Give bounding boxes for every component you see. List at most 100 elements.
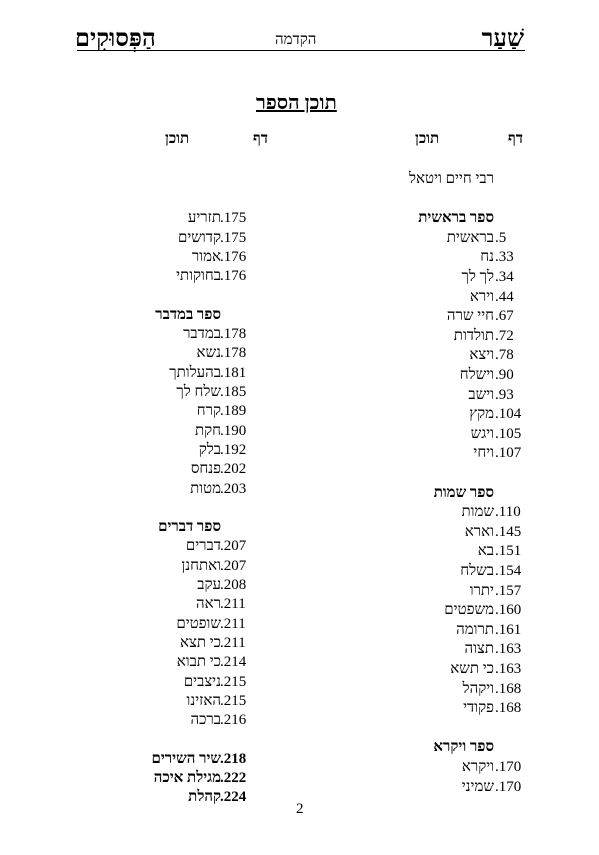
toc-page-number: .145 <box>495 523 522 540</box>
toc-row <box>0 730 599 749</box>
toc-page-number: .208 <box>220 577 247 593</box>
toc-entry-label: בלק <box>198 441 221 458</box>
toc-entry-label: רבי חיים ויטאל <box>409 171 494 187</box>
toc-row: .151 בא <box>0 542 599 561</box>
toc-section-heading: ספר שמות <box>433 484 494 501</box>
toc-section-heading: ספר במדבר <box>155 306 221 323</box>
right-col-page-header: דף <box>508 131 523 147</box>
toc-page-number: .203 <box>220 480 247 497</box>
toc-entry-label: אמור <box>191 248 221 265</box>
toc-entry-label: וירא <box>469 288 494 305</box>
toc-page-number: .211 <box>220 596 246 613</box>
toc-entry-label: פקודי <box>463 700 494 717</box>
toc-page-number: .170 <box>495 759 522 775</box>
toc-row: .222 מגילת איכה <box>0 769 599 788</box>
toc-entry-label: ויקרא <box>461 759 494 775</box>
toc-page-number: .190 <box>220 422 247 439</box>
toc-entry-label: עקב <box>197 577 221 593</box>
toc-page-number: .215 <box>220 673 247 690</box>
toc-section-heading: ספר בראשית <box>418 210 494 227</box>
toc-row: .178 נשא <box>0 344 599 363</box>
toc-page-number: .93 <box>495 386 514 403</box>
toc-entry-label: לך לך <box>461 269 494 285</box>
toc-entry-label: דברים <box>185 538 221 555</box>
toc-page-number: .105 <box>495 425 522 442</box>
header-title-right: שַׁעַר <box>481 26 524 52</box>
toc-page-number: .224 <box>220 789 247 806</box>
toc-page-number: .44 <box>495 288 514 305</box>
toc-entry-label: ראה <box>196 596 221 613</box>
toc-page-number: .157 <box>495 582 522 599</box>
toc-row: .170 שמיני <box>0 778 599 797</box>
toc-page-number: .175 <box>220 210 247 227</box>
toc-title: תוכן הספר <box>256 92 337 114</box>
toc-page-number: .176 <box>220 248 247 265</box>
toc-entry-label: ויחי <box>473 445 494 462</box>
toc-row: .185 שלח לך <box>0 383 599 402</box>
toc-entry-label: חיי שרה <box>446 308 494 325</box>
toc-page-number: .154 <box>495 563 522 579</box>
toc-row: .154 בשלח <box>0 562 599 581</box>
toc-row: .90 וישלח <box>0 366 599 385</box>
toc-entry-label: בא <box>477 543 494 560</box>
toc-row: .168 ויקהל <box>0 680 599 699</box>
toc-page-number: .181 <box>220 364 247 381</box>
toc-row: .107 ויחי <box>0 444 599 463</box>
toc-entry-label: קדושים <box>178 229 221 246</box>
toc-page-number: .90 <box>495 367 514 383</box>
toc-row: .34 לך לך <box>0 268 599 287</box>
toc-page-number: .151 <box>495 543 522 560</box>
right-col-content-header: תוכן <box>415 131 440 147</box>
toc-row: .78 ויצא <box>0 346 599 365</box>
toc-entry-label: כי תצא <box>179 634 221 651</box>
toc-entry-label: תולדות <box>453 327 494 344</box>
toc-entry-label: שמות <box>461 504 495 521</box>
toc-row: ספר ויקרא <box>0 738 599 757</box>
toc-row: .104 מקץ <box>0 405 599 424</box>
toc-section-heading: מגילת איכה <box>153 770 221 786</box>
toc-row: .110 שמות <box>0 503 599 522</box>
toc-row: .207 דברים <box>0 537 599 556</box>
toc-entry-label: בחוקותי <box>176 268 221 285</box>
toc-entry-label: קרח <box>196 403 221 420</box>
toc-row: .178 במדבר <box>0 325 599 344</box>
toc-row: .72 תולדות <box>0 327 599 346</box>
toc-row: .192 בלק <box>0 441 599 460</box>
header-section: הקדמה <box>275 32 317 48</box>
toc-page-number: .107 <box>495 445 522 462</box>
toc-page-number: .222 <box>220 770 247 786</box>
toc-page-number: .207 <box>220 538 247 555</box>
toc-row: .190 חקת <box>0 422 599 441</box>
toc-row: .218 שיר השירים <box>0 750 599 769</box>
toc-row: .93 וישב <box>0 386 599 405</box>
toc-row: ספר במדבר <box>0 306 599 325</box>
toc-row: .67 חיי שרה <box>0 307 599 326</box>
toc-row: .5 בראשית <box>0 229 599 248</box>
toc-entry-label: בראשית <box>446 229 494 246</box>
toc-row: .216 ברכה <box>0 711 599 730</box>
toc-entry-label: שלח לך <box>176 384 221 400</box>
toc-page-number: .34 <box>495 269 514 285</box>
toc-page-number: .207 <box>220 557 247 574</box>
toc-row: .168 פקודי <box>0 699 599 718</box>
toc-page-number: .214 <box>220 654 247 671</box>
toc-page-number: .160 <box>495 602 522 619</box>
toc-row: .215 האזינו <box>0 692 599 711</box>
toc-entry-label: תצוה <box>464 641 494 658</box>
left-col-page-header: דף <box>253 131 268 147</box>
toc-row: ספר בראשית <box>0 209 599 228</box>
toc-row: .160 משפטים <box>0 601 599 620</box>
toc-row <box>0 190 599 209</box>
toc-row: .175 קדושים <box>0 229 599 248</box>
toc-page-number: .211 <box>220 615 246 632</box>
toc-entry-label: תזריע <box>187 210 221 227</box>
toc-section-heading: ספר דברים <box>158 519 221 536</box>
page-number: 2 <box>296 801 304 817</box>
toc-entry-label: נשא <box>196 345 222 362</box>
toc-page-number: .161 <box>495 621 522 638</box>
toc-page-number: .185 <box>220 384 247 400</box>
toc-entry-label: שופטים <box>176 615 221 632</box>
toc-row: .181 בהעלותך <box>0 364 599 383</box>
toc-section-heading: קהלת <box>188 789 221 806</box>
toc-row: .202 פנחס <box>0 460 599 479</box>
